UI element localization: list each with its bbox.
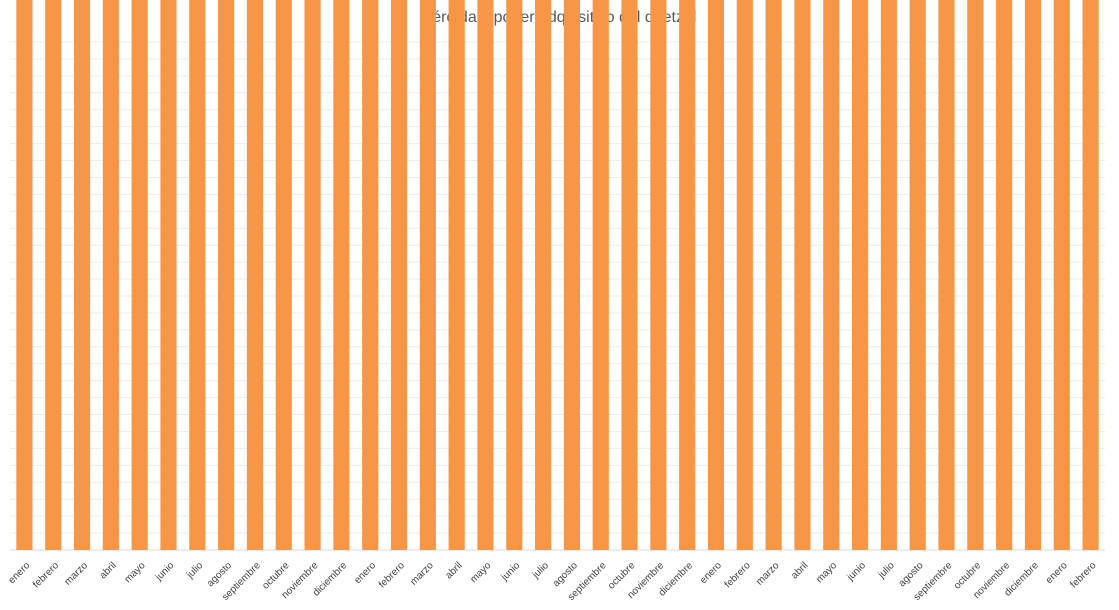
bar-segment — [246, 0, 264, 550]
bar-segment — [45, 0, 62, 550]
bar-segment — [996, 0, 1013, 550]
bar-segment — [16, 0, 33, 551]
bar-segment — [275, 0, 292, 550]
bar-segment — [794, 0, 811, 550]
bar-segment — [650, 0, 667, 550]
bar-segment — [938, 0, 955, 550]
bar-segment — [621, 0, 638, 550]
bar-segment — [823, 0, 840, 550]
bar-segment — [736, 0, 753, 550]
bar-segment — [419, 0, 436, 550]
bar-segment — [592, 0, 609, 550]
bar-segment — [448, 0, 465, 551]
bar-segment — [506, 0, 523, 550]
bar-segment — [477, 0, 494, 551]
bar-segment — [707, 0, 725, 550]
bar-segment — [563, 0, 580, 550]
bar-segment — [189, 0, 206, 550]
bar-segment — [851, 0, 869, 551]
bar-segment — [160, 0, 177, 550]
bar-segment — [304, 0, 321, 551]
bar-segment — [1082, 0, 1099, 550]
bar-segment — [333, 0, 350, 551]
bar-segment — [1024, 0, 1042, 551]
bar-segment — [679, 0, 696, 550]
bar-segment — [102, 0, 119, 551]
bar-segment — [218, 0, 235, 550]
bar-segment — [880, 0, 897, 550]
bar-segment — [909, 0, 926, 550]
bar-segment — [73, 0, 91, 550]
bar-segment — [765, 0, 782, 551]
bar-segment — [1053, 0, 1070, 550]
bar-segment — [967, 0, 984, 551]
bar-segment — [362, 0, 379, 551]
bar-segment — [390, 0, 408, 550]
bar-segment — [535, 0, 552, 550]
bar-segment — [131, 0, 148, 551]
